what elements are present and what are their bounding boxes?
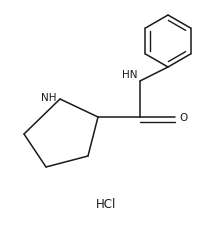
Text: NH: NH: [40, 93, 56, 103]
Text: HN: HN: [123, 70, 138, 80]
Text: HCl: HCl: [96, 198, 116, 211]
Text: O: O: [179, 112, 187, 122]
